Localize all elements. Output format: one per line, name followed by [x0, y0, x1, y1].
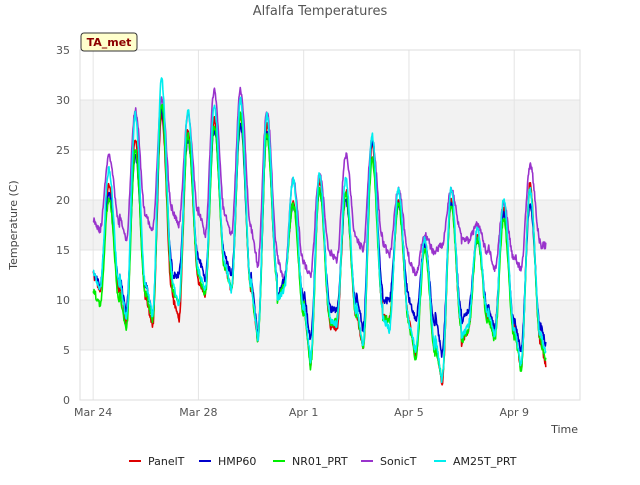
legend-label: SonicT — [380, 455, 417, 468]
x-tick-label: Apr 9 — [499, 406, 529, 419]
x-axis-title: Time — [550, 423, 578, 436]
series-lines — [92, 77, 547, 386]
x-axis-ticks: Mar 24 Mar 28 Apr 1 Apr 5 Apr 9 — [74, 406, 529, 419]
legend-item-sonict[interactable]: SonicT — [361, 455, 417, 468]
y-tick-label: 25 — [56, 144, 70, 157]
legend-item-panelt[interactable]: PanelT — [129, 455, 185, 468]
x-tick-label: Mar 24 — [74, 406, 112, 419]
y-tick-label: 35 — [56, 44, 70, 57]
legend: PanelT HMP60 NR01_PRT SonicT AM25T_PRT — [129, 455, 517, 468]
y-tick-label: 0 — [63, 394, 70, 407]
x-tick-label: Apr 5 — [394, 406, 424, 419]
y-axis-ticks: 0 5 10 15 20 25 30 35 — [56, 44, 70, 407]
y-axis-title: Temperature (C) — [7, 180, 20, 270]
plot-area — [79, 49, 581, 401]
legend-label: NR01_PRT — [292, 455, 348, 468]
y-tick-label: 5 — [63, 344, 70, 357]
legend-label: AM25T_PRT — [453, 455, 517, 468]
legend-item-am25t-prt[interactable]: AM25T_PRT — [434, 455, 517, 468]
ta-met-badge[interactable]: TA_met — [80, 32, 138, 52]
legend-item-nr01-prt[interactable]: NR01_PRT — [273, 455, 348, 468]
legend-label: HMP60 — [218, 455, 256, 468]
legend-item-hmp60[interactable]: HMP60 — [199, 455, 256, 468]
legend-label: PanelT — [148, 455, 185, 468]
x-tick-label: Mar 28 — [179, 406, 217, 419]
badge-label: TA_met — [87, 36, 132, 49]
series-line-am25t-prt — [92, 77, 547, 384]
y-tick-label: 20 — [56, 194, 70, 207]
grid-band — [80, 100, 580, 150]
y-tick-label: 10 — [56, 294, 70, 307]
y-tick-label: 30 — [56, 94, 70, 107]
y-tick-label: 15 — [56, 244, 70, 257]
x-tick-label: Apr 1 — [289, 406, 319, 419]
badge-box — [80, 32, 138, 52]
chart-title: Alfalfa Temperatures — [253, 4, 388, 19]
grid-band — [80, 200, 580, 250]
